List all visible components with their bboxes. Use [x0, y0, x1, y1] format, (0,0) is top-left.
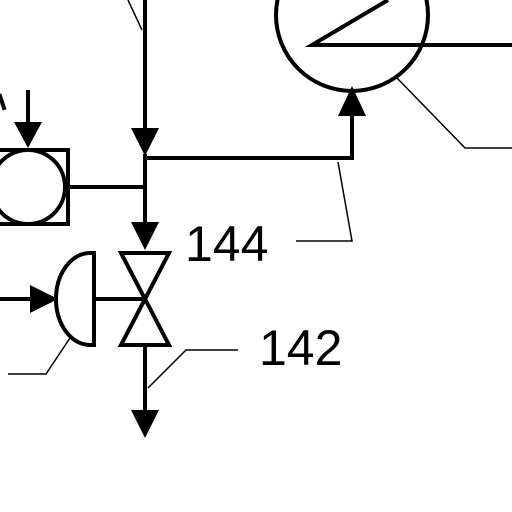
- instrument-box: [0, 148, 70, 226]
- leader-line-top: [127, 0, 143, 31]
- leader-line-exchanger: [396, 77, 512, 149]
- leader-line-144: [296, 161, 353, 242]
- heat-exchanger-coil: [304, 0, 512, 47]
- leader-line-actuator: [8, 337, 71, 375]
- arrow-down-outlet: [131, 410, 159, 438]
- arrow-down-1: [131, 128, 159, 156]
- label-144: 144: [185, 216, 268, 272]
- label-142: 142: [259, 320, 342, 376]
- valve-lower-triangle: [117, 294, 173, 347]
- valve-actuator: [54, 251, 96, 347]
- arrow-down-2: [131, 222, 159, 250]
- valve-upper-triangle: [117, 251, 173, 304]
- leader-line-142: [147, 349, 238, 389]
- actuator-input-arrow: [30, 285, 58, 313]
- heat-exchanger: [274, 0, 512, 93]
- branch-pipe-to-exchanger: [143, 114, 354, 160]
- instrument-input-leader: [0, 93, 7, 111]
- instrument-input-arrow: [14, 122, 42, 148]
- arrow-up-exchanger: [338, 86, 366, 116]
